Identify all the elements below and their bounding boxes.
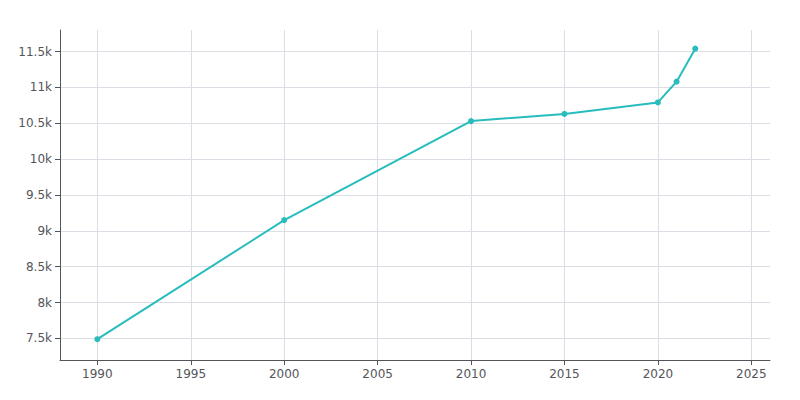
svg-text:10.5k: 10.5k — [18, 116, 52, 130]
svg-text:11k: 11k — [30, 80, 52, 94]
svg-text:8k: 8k — [37, 296, 52, 310]
svg-text:2005: 2005 — [362, 367, 393, 381]
svg-text:2020: 2020 — [643, 367, 674, 381]
svg-text:1995: 1995 — [176, 367, 207, 381]
svg-text:11.5k: 11.5k — [18, 45, 52, 59]
svg-text:9.5k: 9.5k — [26, 188, 52, 202]
svg-text:2015: 2015 — [549, 367, 580, 381]
svg-text:1990: 1990 — [82, 367, 113, 381]
svg-text:10k: 10k — [30, 152, 52, 166]
svg-text:8.5k: 8.5k — [26, 260, 52, 274]
svg-text:9k: 9k — [37, 224, 52, 238]
svg-text:2025: 2025 — [736, 367, 767, 381]
svg-text:2010: 2010 — [456, 367, 487, 381]
svg-text:2000: 2000 — [269, 367, 300, 381]
svg-text:7.5k: 7.5k — [26, 331, 52, 345]
